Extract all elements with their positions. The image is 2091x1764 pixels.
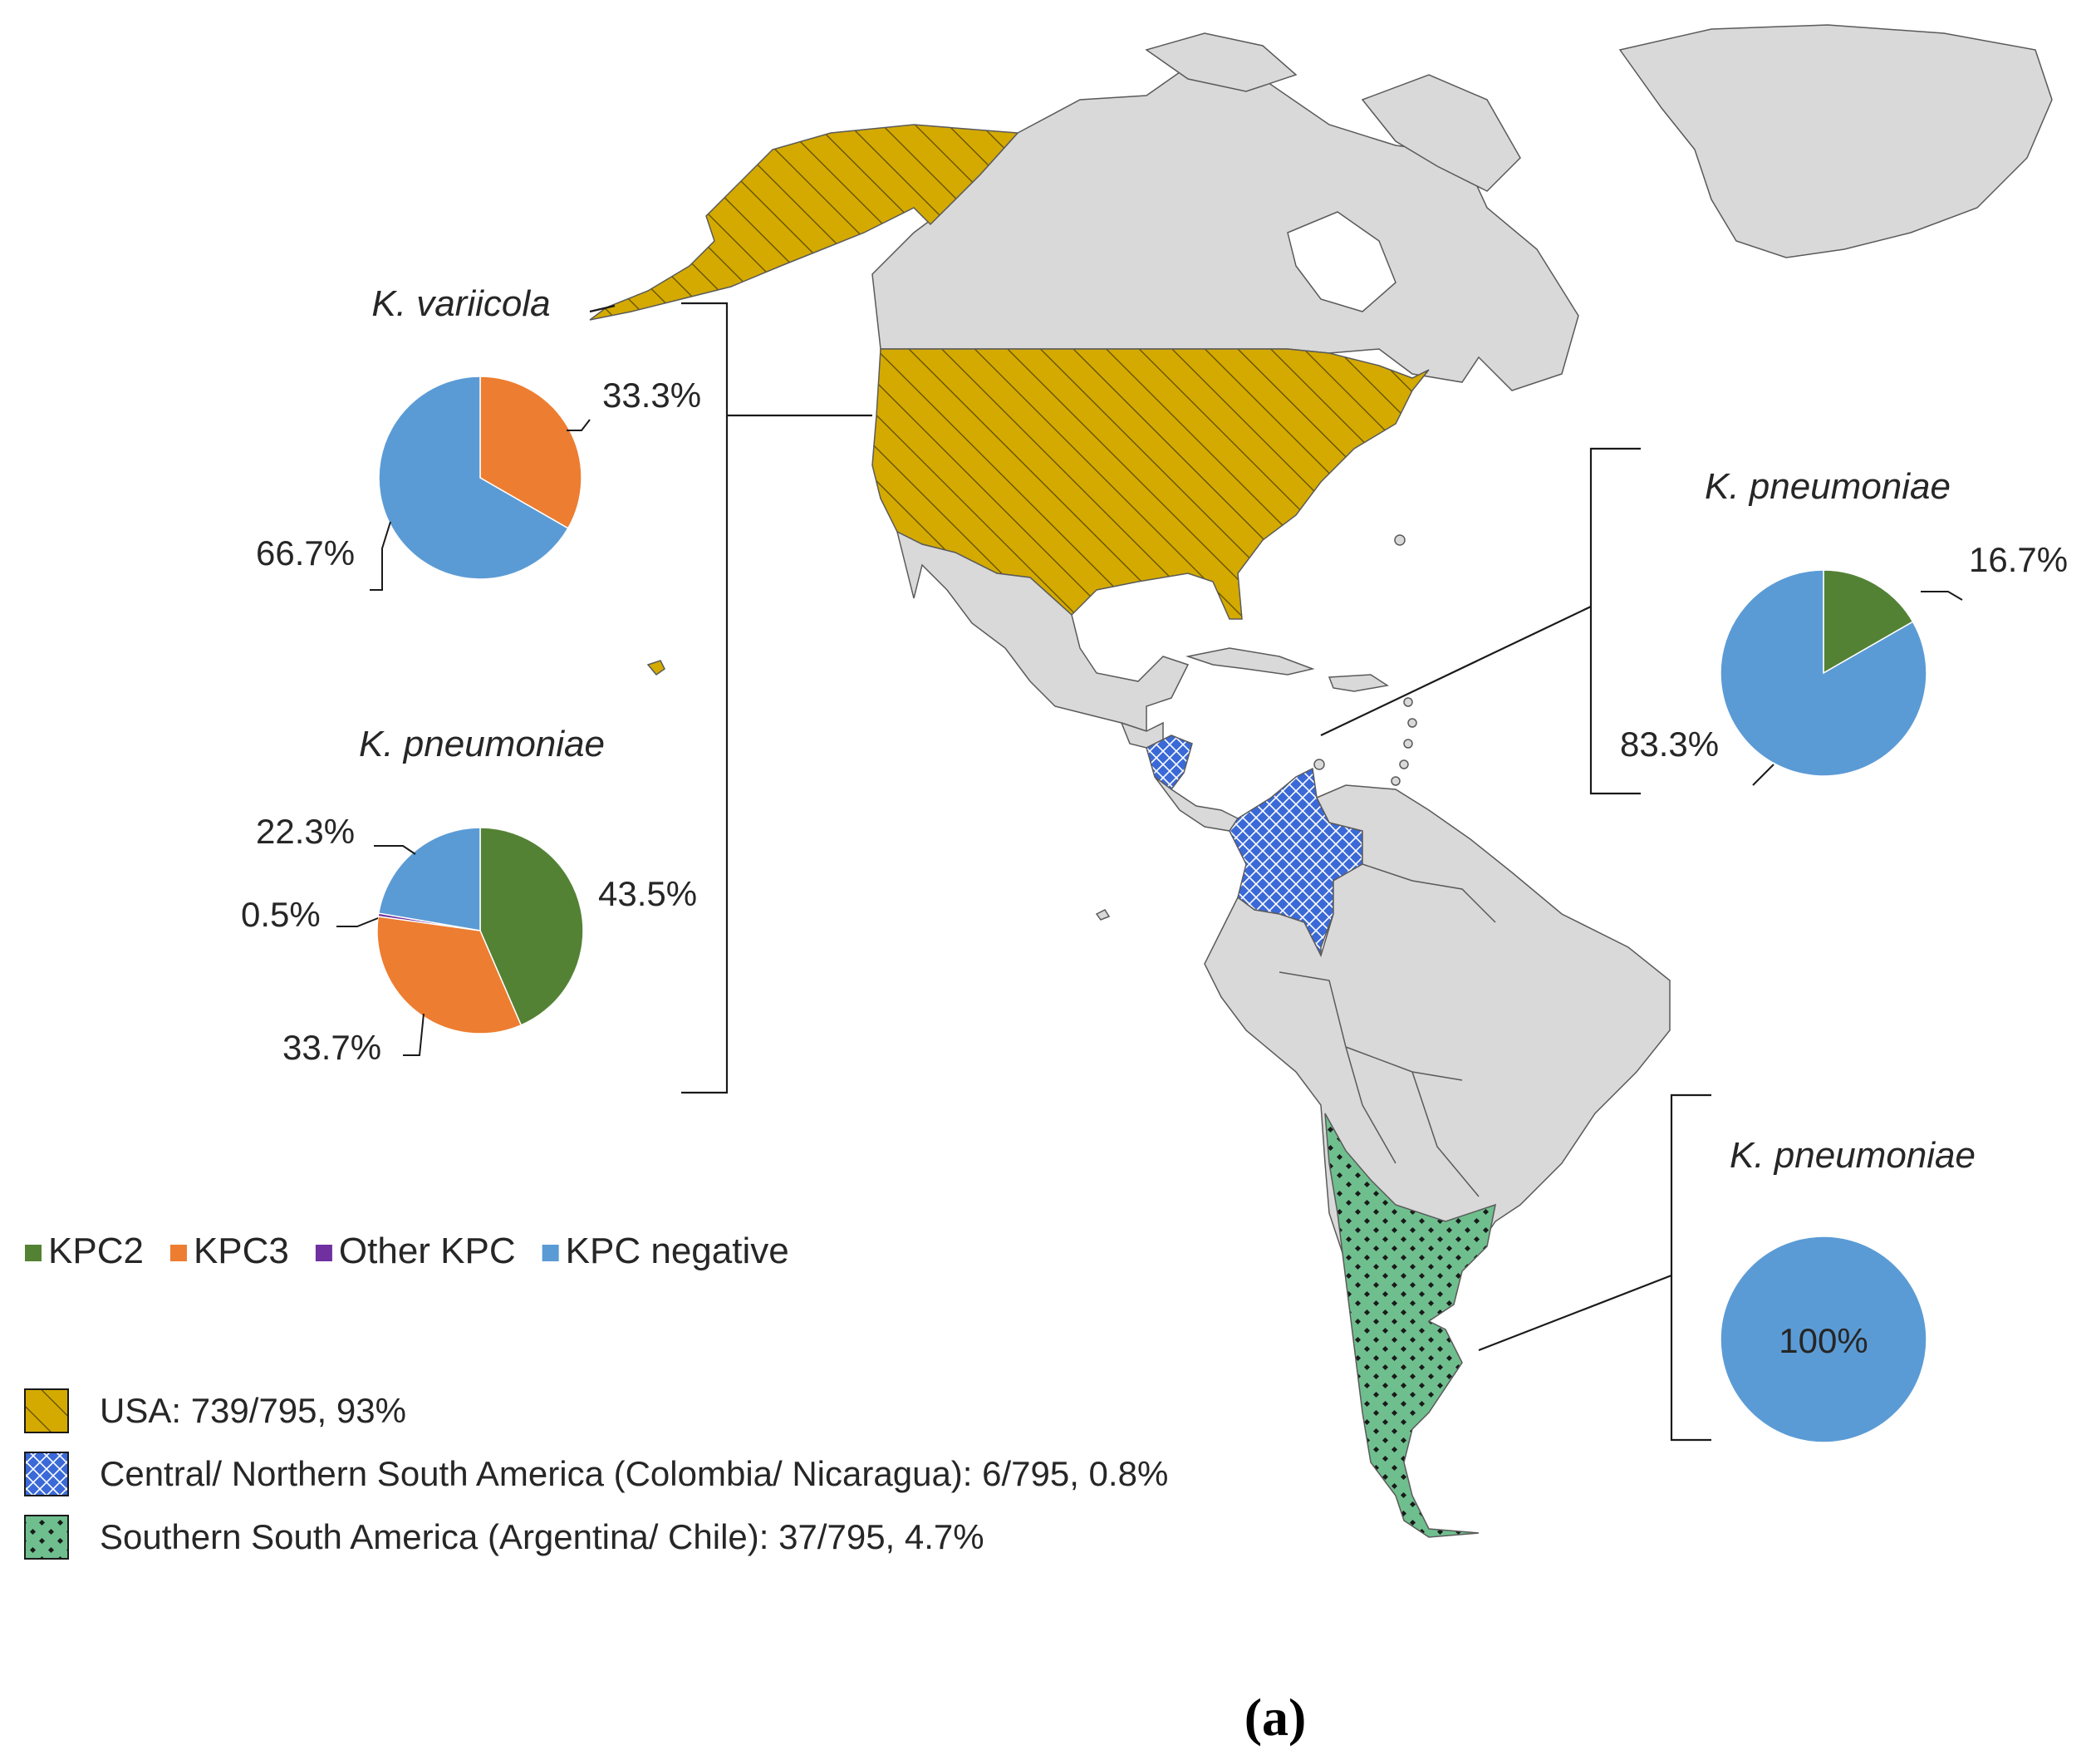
- slice-label: 33.3%: [602, 376, 701, 415]
- legend-swatch: [169, 1245, 187, 1261]
- kpc-legend: KPC2 KPC3 Other KPC KPC negative: [25, 1231, 789, 1271]
- region-legend-label: USA: 739/795, 93%: [100, 1391, 406, 1430]
- pie-chart-1: [376, 827, 584, 1034]
- legend-swatch: [542, 1245, 559, 1261]
- legend-label: KPC negative: [566, 1231, 789, 1271]
- map-argentina-chile: [1324, 1113, 1496, 1538]
- bracket-central: [1589, 447, 1641, 795]
- legend-swatch: [25, 1245, 42, 1261]
- pie-title-kpneumoniae-central: K. pneumoniae: [1705, 466, 1951, 507]
- legend-swatch: [315, 1245, 332, 1261]
- map-hawaii: [646, 660, 665, 676]
- legend-label: Other KPC: [339, 1231, 516, 1271]
- map-hispaniola: [1328, 674, 1390, 692]
- slice-label: 22.3%: [256, 812, 355, 851]
- map-americas: [589, 24, 2053, 1538]
- slice-label: 16.7%: [1969, 540, 2068, 579]
- slice-label: 33.7%: [282, 1028, 381, 1067]
- map-caribbean-island: [1313, 759, 1325, 770]
- pie-slice-kpc-negative: [1720, 569, 1927, 777]
- kpc-legend-item: KPC3: [169, 1231, 289, 1271]
- pie-title-kpneumoniae-southern: K. pneumoniae: [1730, 1135, 1976, 1176]
- map-arctic-islands: [1145, 32, 1298, 92]
- usa-pattern-swatch: [24, 1388, 69, 1433]
- slice-label: 66.7%: [256, 533, 355, 572]
- pie-slice-kpc2: [1823, 569, 1914, 675]
- slice-labels: 33.3% 66.7% 43.5% 33.7% 0.5% 22.3% 16.7%…: [241, 376, 2068, 1360]
- kpc-legend-item: KPC negative: [542, 1231, 789, 1271]
- map-bermuda: [1394, 534, 1406, 546]
- slice-label: 0.5%: [241, 895, 321, 934]
- kpc-legend-item: KPC2: [25, 1231, 144, 1271]
- map-mexico: [896, 530, 1190, 733]
- pie-slice-kpc-negative: [1720, 1236, 1927, 1443]
- map-caribbean-island: [1407, 718, 1417, 728]
- connector-lines: [589, 302, 1711, 1442]
- slice-label-leaders: [336, 419, 1963, 1056]
- legend-label: KPC2: [48, 1231, 144, 1271]
- region-legend-southern: Southern South America (Argentina/ Chile…: [24, 1515, 984, 1560]
- region-legend-label: Southern South America (Argentina/ Chile…: [100, 1517, 984, 1556]
- region-legend-label: Central/ Northern South America (Colombi…: [100, 1454, 1168, 1493]
- pie-slice-kpc3: [479, 376, 582, 529]
- pie-slice-kpc3: [376, 916, 523, 1034]
- map-caribbean-island: [1391, 776, 1401, 786]
- legend-label: KPC3: [194, 1231, 289, 1271]
- pie-chart-3: [1720, 1236, 1927, 1443]
- region-legend-usa: USA: 739/795, 93%: [24, 1388, 406, 1433]
- map-hudson-bay: [1287, 211, 1396, 312]
- region-legend-central: Central/ Northern South America (Colombi…: [24, 1452, 1168, 1496]
- region-legend: USA: 739/795, 93% Central/ Northern Sout…: [24, 1388, 1168, 1560]
- leader-title-kv: [589, 304, 616, 313]
- bracket-usa: [681, 302, 729, 1094]
- southern-pattern-swatch: [24, 1515, 69, 1560]
- map-greenland: [1618, 24, 2053, 258]
- map-border-lines: [1279, 863, 1496, 1197]
- map-caribbean-island: [1399, 759, 1409, 769]
- slice-label: 83.3%: [1620, 725, 1719, 764]
- pie-chart-2: [1720, 569, 1927, 777]
- pie-title-kvariicola-usa: K. variicola: [371, 283, 550, 324]
- central-pattern-swatch: [24, 1452, 69, 1496]
- map-cuba: [1185, 647, 1315, 676]
- pie-charts: [376, 376, 1927, 1443]
- map-caribbean-island: [1403, 739, 1413, 749]
- pie-slice-kpc-negative: [378, 376, 569, 580]
- map-alaska: [589, 124, 1019, 321]
- leader-central: [1320, 606, 1592, 736]
- map-caribbean-island: [1403, 697, 1413, 707]
- map-galapagos: [1095, 909, 1111, 921]
- figure-caption: (a): [1244, 1688, 1307, 1747]
- pie-chart-0: [378, 376, 582, 580]
- slice-label: 100%: [1779, 1321, 1868, 1360]
- pie-slice-kpc2: [479, 827, 584, 1026]
- pie-title-kpneumoniae-usa: K. pneumoniae: [359, 724, 605, 764]
- map-baffin-island: [1361, 74, 1521, 192]
- kpc-legend-item: Other KPC: [315, 1231, 516, 1271]
- slice-label: 43.5%: [598, 874, 697, 913]
- leader-southern: [1478, 1274, 1672, 1352]
- bracket-southern: [1670, 1093, 1711, 1442]
- pie-slice-kpc-negative: [377, 827, 481, 931]
